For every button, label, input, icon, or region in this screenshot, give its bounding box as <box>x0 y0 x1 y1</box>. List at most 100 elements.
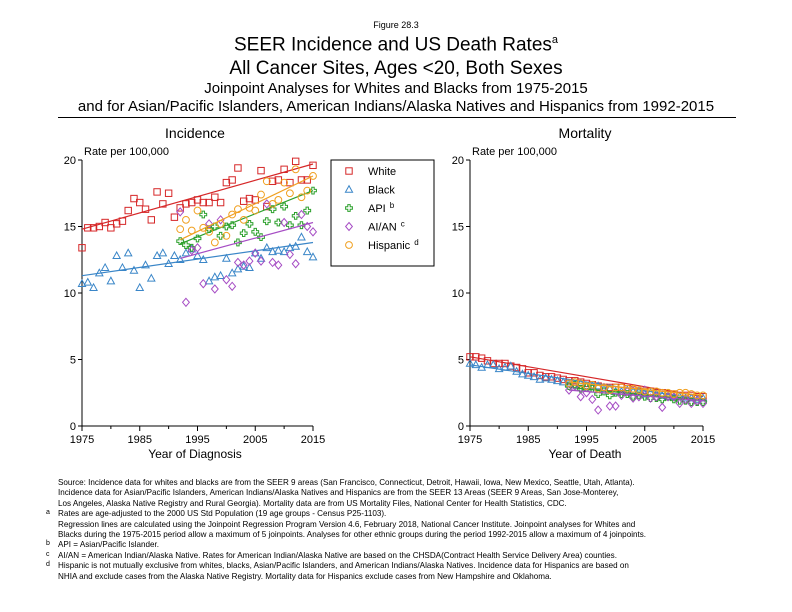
legend-label: White <box>368 166 396 178</box>
point <box>488 359 498 369</box>
x-tick-label: 1995 <box>574 434 598 446</box>
x-axis-label: Year of Death <box>549 447 622 461</box>
point <box>297 209 306 220</box>
footnote: d Hispanic is not mutually exclusive from… <box>46 561 786 582</box>
point <box>658 388 667 397</box>
x-tick-label: 2015 <box>691 434 715 446</box>
x-tick-label: 1975 <box>70 434 94 446</box>
point <box>89 224 98 232</box>
point <box>233 264 243 273</box>
point <box>262 177 271 186</box>
point <box>221 253 231 262</box>
point <box>669 391 678 402</box>
point <box>176 204 184 212</box>
footnote-marker: b <box>46 540 50 548</box>
point <box>146 273 156 282</box>
point <box>611 401 620 411</box>
point <box>250 248 260 257</box>
point <box>291 241 301 250</box>
point <box>280 178 289 187</box>
point <box>239 215 248 224</box>
point <box>182 215 190 224</box>
chart-panel-incidence: Incidence Rate per 100,000 Year of Diagnos… <box>64 125 325 461</box>
point <box>123 248 133 257</box>
y-axis-label: Rate per 100,000 <box>472 146 557 158</box>
point <box>344 221 354 232</box>
point <box>675 398 684 409</box>
point <box>199 198 207 207</box>
point <box>693 395 702 406</box>
trend-line-aian <box>180 221 314 259</box>
point <box>101 218 109 227</box>
footnote: c AI/AN = American Indian/Alaska Native. … <box>46 551 786 561</box>
point <box>234 238 242 247</box>
point <box>222 274 231 285</box>
point <box>210 284 219 294</box>
point <box>204 276 214 285</box>
y-tick-label: 5 <box>70 355 76 367</box>
x-tick-label: 1975 <box>458 434 482 446</box>
point <box>239 229 248 238</box>
point <box>164 189 173 197</box>
point <box>107 224 115 232</box>
point <box>658 402 667 413</box>
point <box>262 242 272 252</box>
point <box>130 194 138 203</box>
panel-title: Incidence <box>165 125 225 141</box>
point <box>182 200 190 208</box>
point <box>175 254 185 264</box>
point <box>227 268 237 277</box>
x-tick-label: 2015 <box>301 434 325 446</box>
point <box>228 210 237 219</box>
point <box>517 369 527 378</box>
point <box>465 358 475 367</box>
point <box>262 217 271 226</box>
point <box>135 282 145 291</box>
point <box>239 260 248 270</box>
point <box>129 265 139 274</box>
point <box>535 374 545 383</box>
point <box>309 172 317 180</box>
point <box>216 270 226 280</box>
footnote-line: Regression lines are calculated using th… <box>58 519 636 529</box>
point <box>344 184 354 193</box>
figure-label: Figure 28.3 <box>373 20 419 30</box>
point <box>228 281 237 292</box>
point <box>199 223 208 232</box>
point <box>77 278 87 287</box>
point <box>565 379 573 388</box>
x-tick-label: 1985 <box>516 434 540 446</box>
point <box>176 237 185 246</box>
x-tick-label: 1995 <box>185 434 209 446</box>
point <box>291 258 300 269</box>
series-hispanic <box>565 378 707 400</box>
point <box>587 381 597 390</box>
point <box>687 398 696 409</box>
point <box>89 282 98 291</box>
footnote-line: Incidence data for Asian/Pacific Islande… <box>58 488 619 498</box>
point <box>268 177 277 185</box>
chart-subtitle-3: and for Asian/Pacific Islanders, America… <box>77 98 715 115</box>
point <box>240 197 248 205</box>
point <box>698 393 708 402</box>
point <box>211 193 219 201</box>
series-hispanic <box>176 165 317 247</box>
point <box>588 394 597 405</box>
point <box>210 272 220 281</box>
point <box>669 390 678 398</box>
footnote-line: Rates are age-adjusted to the 2000 US St… <box>58 509 387 519</box>
point <box>640 389 650 398</box>
point <box>582 382 591 391</box>
point <box>529 371 539 381</box>
point <box>257 166 265 175</box>
point <box>159 200 167 208</box>
point <box>187 243 196 252</box>
point <box>303 186 312 195</box>
panel-title: Mortality <box>559 125 612 141</box>
point <box>199 278 208 289</box>
point <box>95 222 104 231</box>
point <box>280 217 289 228</box>
point <box>297 232 306 241</box>
point <box>106 276 116 285</box>
point <box>141 205 150 213</box>
